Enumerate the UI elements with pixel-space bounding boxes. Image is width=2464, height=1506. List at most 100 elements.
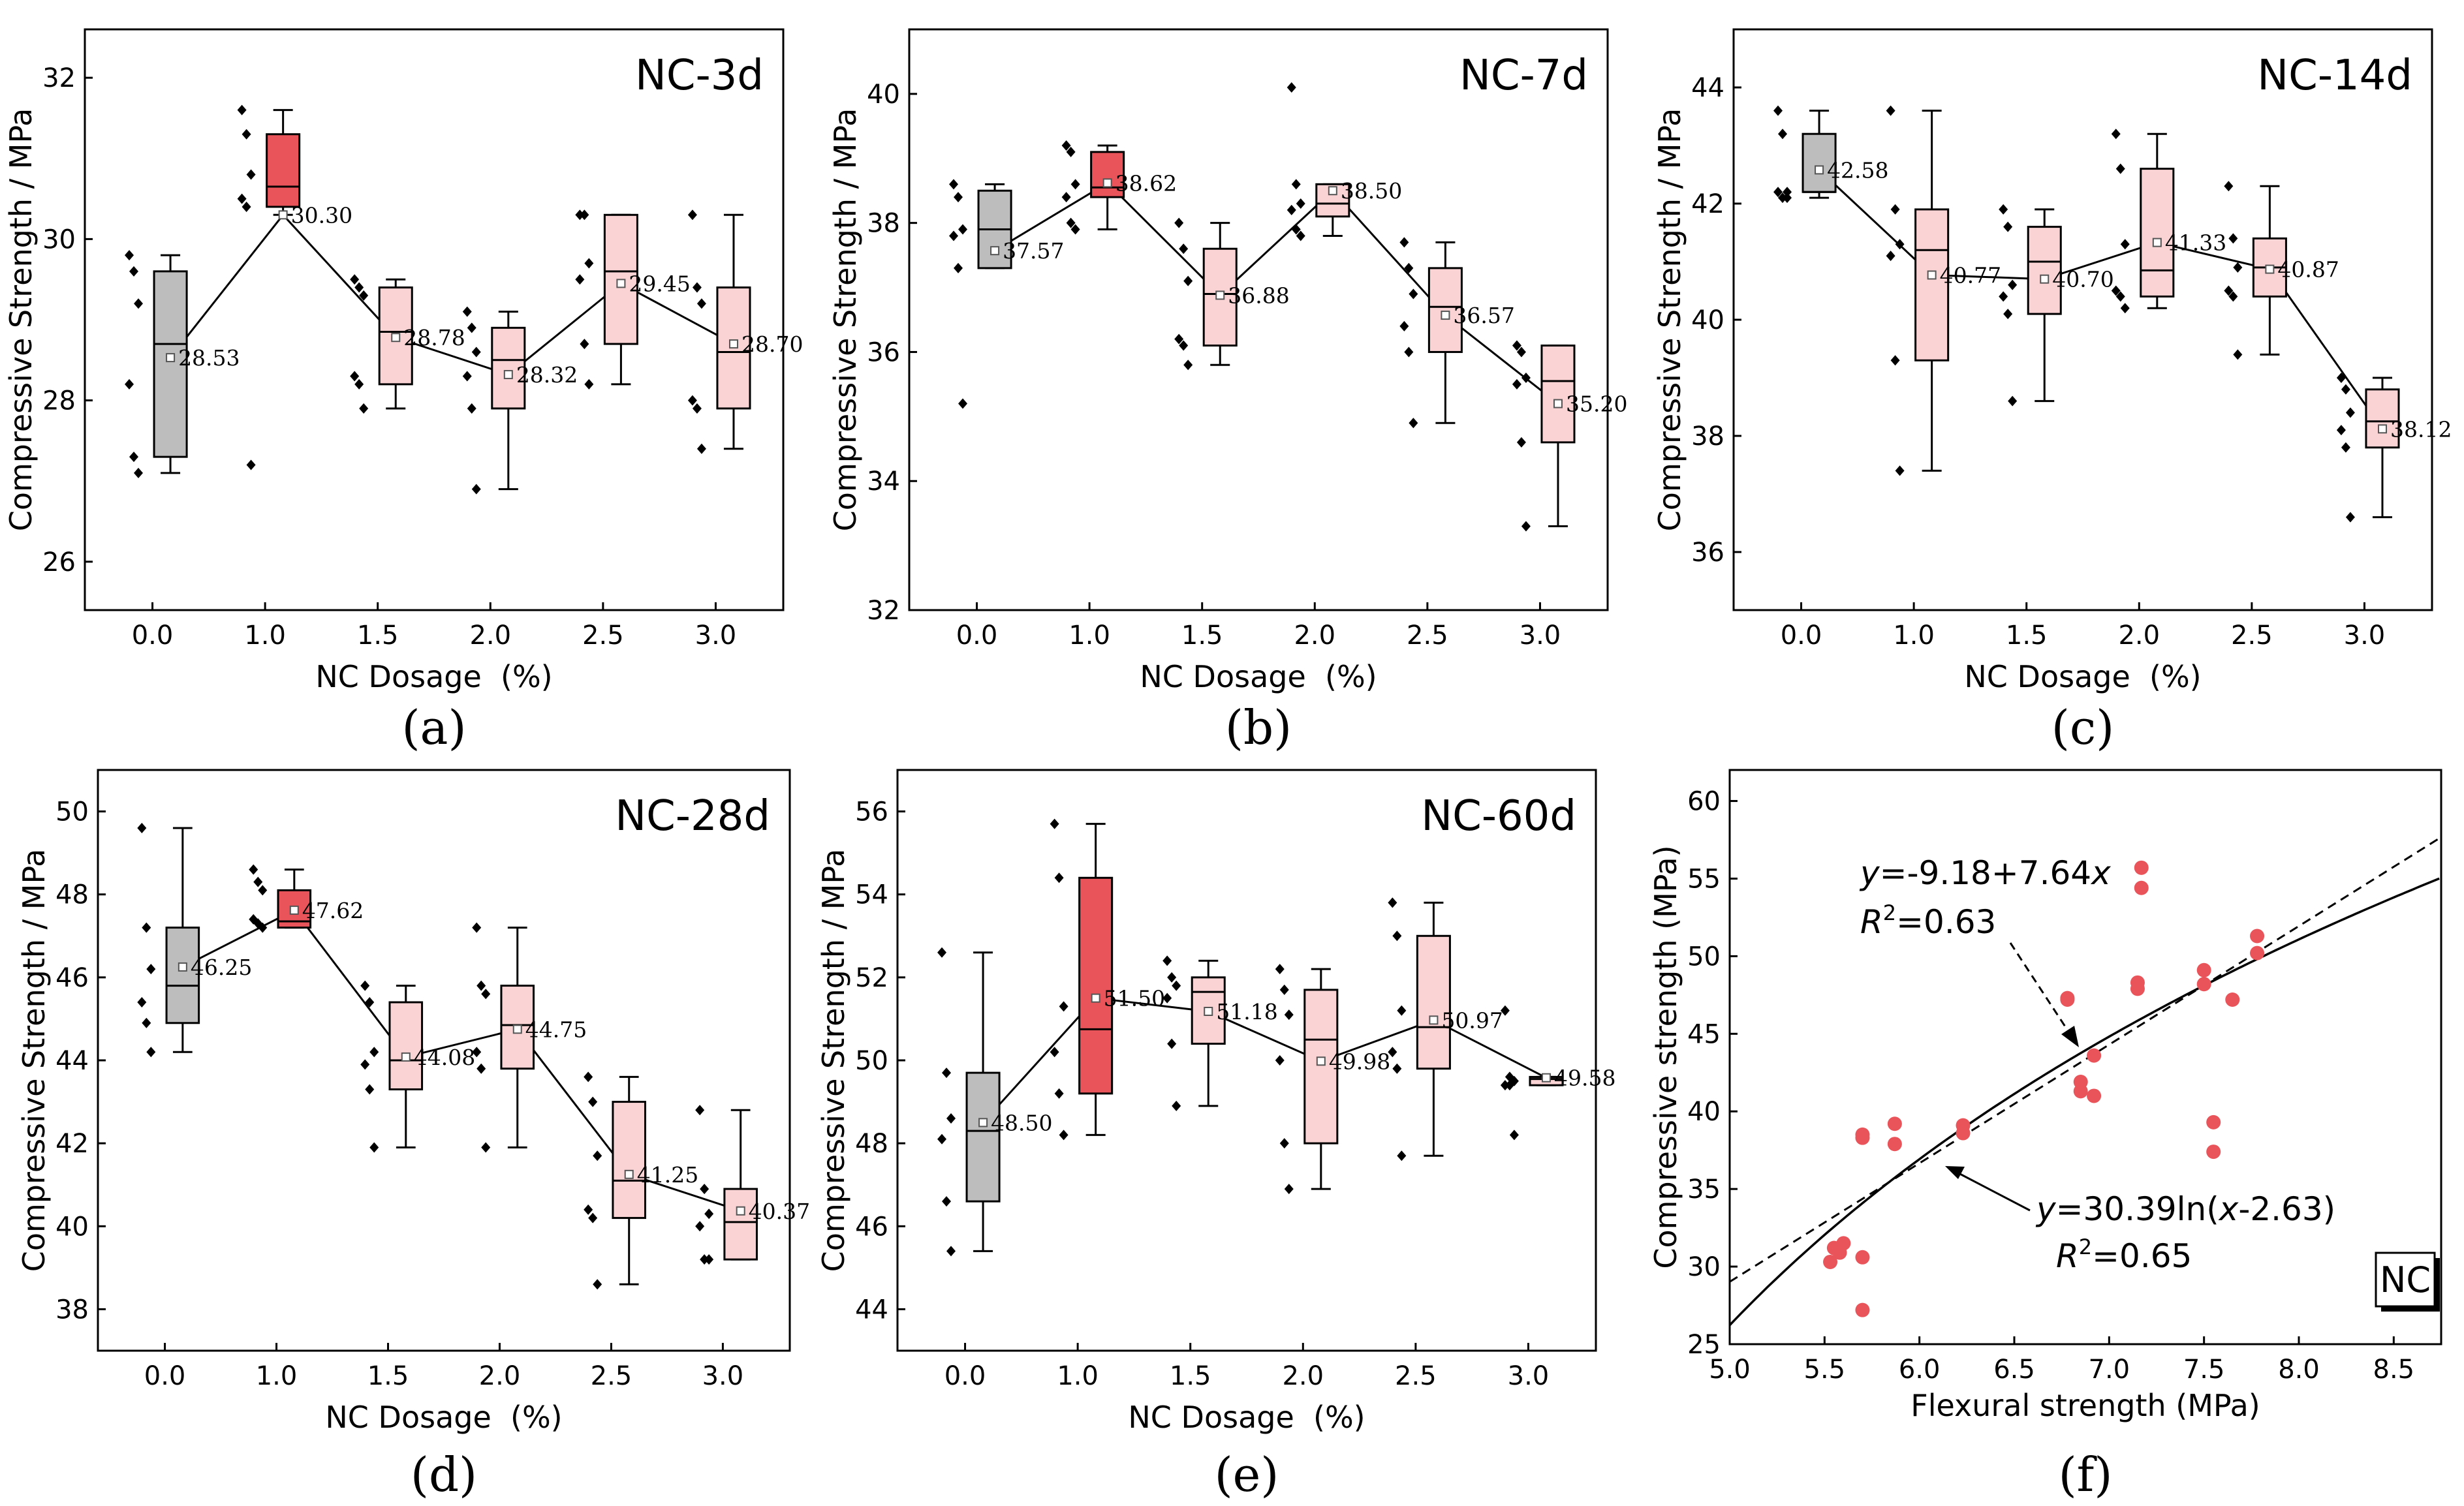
data-point — [1183, 360, 1193, 371]
r2-sup: 2 — [2079, 1235, 2092, 1259]
mean-marker — [401, 1052, 411, 1062]
data-point — [476, 1063, 486, 1074]
data-point — [472, 922, 482, 933]
data-point — [700, 1184, 710, 1195]
box-1.5: 36.88 — [1174, 217, 1290, 371]
x-tick-label: 2.0 — [469, 621, 511, 651]
mean-marker — [1541, 1073, 1551, 1083]
data-point — [1778, 129, 1788, 140]
panel-b: 32 34 36 38 40 0.0 1.0 1.5 2.0 2.5 3.0 NC Dosage (%… — [828, 28, 1627, 694]
r2-sup: 2 — [1883, 900, 1896, 925]
x-tick-label: 0.0 — [1781, 621, 1822, 651]
mean-value-label: 47.62 — [302, 898, 364, 923]
scatter-point — [2087, 1048, 2102, 1063]
x-axis-label: NC Dosage (%) — [1140, 659, 1377, 694]
mean-value-label: 28.78 — [403, 325, 465, 350]
data-point — [1895, 465, 1905, 476]
data-point — [142, 922, 151, 933]
x-axis-label: NC Dosage (%) — [315, 659, 552, 694]
mean-value-label: 28.53 — [178, 345, 240, 371]
data-point — [1895, 239, 1905, 250]
mean-trend-line — [182, 908, 741, 1212]
y-axis-label: Compressive Strength / MPa — [1652, 108, 1687, 532]
r2-value: =0.63 — [1896, 903, 1996, 941]
box-0.0: 42.58 — [1773, 105, 1889, 204]
panel-title: NC-14d — [2257, 52, 2412, 100]
data-point — [1512, 378, 1521, 390]
mean-value-label: 41.25 — [637, 1162, 698, 1188]
data-point — [1050, 1047, 1059, 1058]
y-tick-label: 45 — [1687, 1019, 1721, 1049]
mean-value-label: 30.30 — [291, 202, 352, 228]
y-tick-label: 50 — [55, 797, 89, 827]
data-point — [354, 282, 364, 293]
data-point — [471, 484, 481, 495]
data-point — [1066, 217, 1076, 228]
data-point — [359, 403, 369, 414]
mean-marker — [728, 339, 738, 349]
data-point — [1392, 930, 1402, 942]
data-point — [1512, 340, 1521, 351]
data-point — [1999, 204, 2008, 215]
mean-value-label: 46.25 — [191, 955, 252, 980]
mean-value-label: 36.57 — [1453, 303, 1514, 328]
mean-marker — [1815, 165, 1824, 175]
data-point — [946, 1246, 956, 1257]
panel-letter-b: (b) — [1225, 700, 1292, 755]
data-point — [2345, 407, 2355, 418]
data-point — [695, 1105, 705, 1116]
box-iqr — [1416, 934, 1451, 1070]
data-point — [1296, 198, 1305, 209]
linear-equation: y=-9.18+7.64x — [1859, 854, 2111, 892]
log-equation: y=30.39ln(x-2.63) — [2035, 1190, 2335, 1228]
x-axis-label: Flexural strength (MPa) — [1910, 1388, 2260, 1423]
x-tick-label: 1.5 — [1181, 621, 1223, 651]
mean-value-label: 49.58 — [1554, 1066, 1615, 1091]
x-tick-label: 7.0 — [2089, 1355, 2130, 1385]
x-tick-label: 3.0 — [2344, 621, 2386, 651]
y-tick-label: 50 — [855, 1046, 888, 1076]
mean-value-label: 38.50 — [1341, 178, 1402, 204]
x-tick-label: 5.5 — [1804, 1355, 1846, 1385]
mean-value-label: 38.12 — [2390, 416, 2452, 442]
box-iqr — [388, 1001, 424, 1090]
data-point — [1399, 320, 1409, 331]
data-point — [954, 192, 963, 203]
data-point — [1886, 251, 1895, 262]
x-tick-label: 3.0 — [1508, 1361, 1550, 1391]
data-point — [1399, 237, 1409, 248]
data-point — [1054, 872, 1064, 884]
y-tick-label: 50 — [1687, 942, 1721, 972]
data-point — [137, 823, 147, 833]
data-point — [2111, 285, 2121, 296]
y-tick-label: 56 — [855, 797, 888, 827]
box-iqr — [2027, 226, 2062, 315]
data-point — [1070, 224, 1080, 235]
mean-marker — [1215, 290, 1225, 300]
data-point — [2008, 279, 2018, 290]
data-point — [365, 1084, 375, 1095]
data-point — [125, 378, 134, 390]
y-tick-label: 28 — [42, 386, 76, 416]
data-point — [1404, 346, 1414, 358]
scatter-point — [2134, 880, 2149, 895]
plot-frame — [1728, 769, 2442, 1345]
mean-marker — [1927, 270, 1937, 280]
data-point — [1162, 955, 1172, 966]
data-point — [1287, 204, 1296, 215]
data-point — [1167, 972, 1177, 983]
data-point — [2224, 181, 2234, 192]
data-point — [467, 403, 476, 414]
y-tick-label: 26 — [42, 547, 76, 577]
mean-value-label: 42.58 — [1827, 157, 1888, 183]
data-point — [2008, 395, 2018, 407]
x-axis-label: NC Dosage (%) — [325, 1400, 562, 1435]
mean-marker — [1553, 399, 1563, 408]
box-iqr — [1801, 132, 1837, 193]
data-point — [369, 1142, 379, 1153]
data-point — [1521, 373, 1531, 383]
data-point — [1172, 980, 1181, 991]
mean-marker — [289, 905, 299, 915]
data-point — [942, 1196, 952, 1207]
data-point — [704, 1208, 714, 1220]
